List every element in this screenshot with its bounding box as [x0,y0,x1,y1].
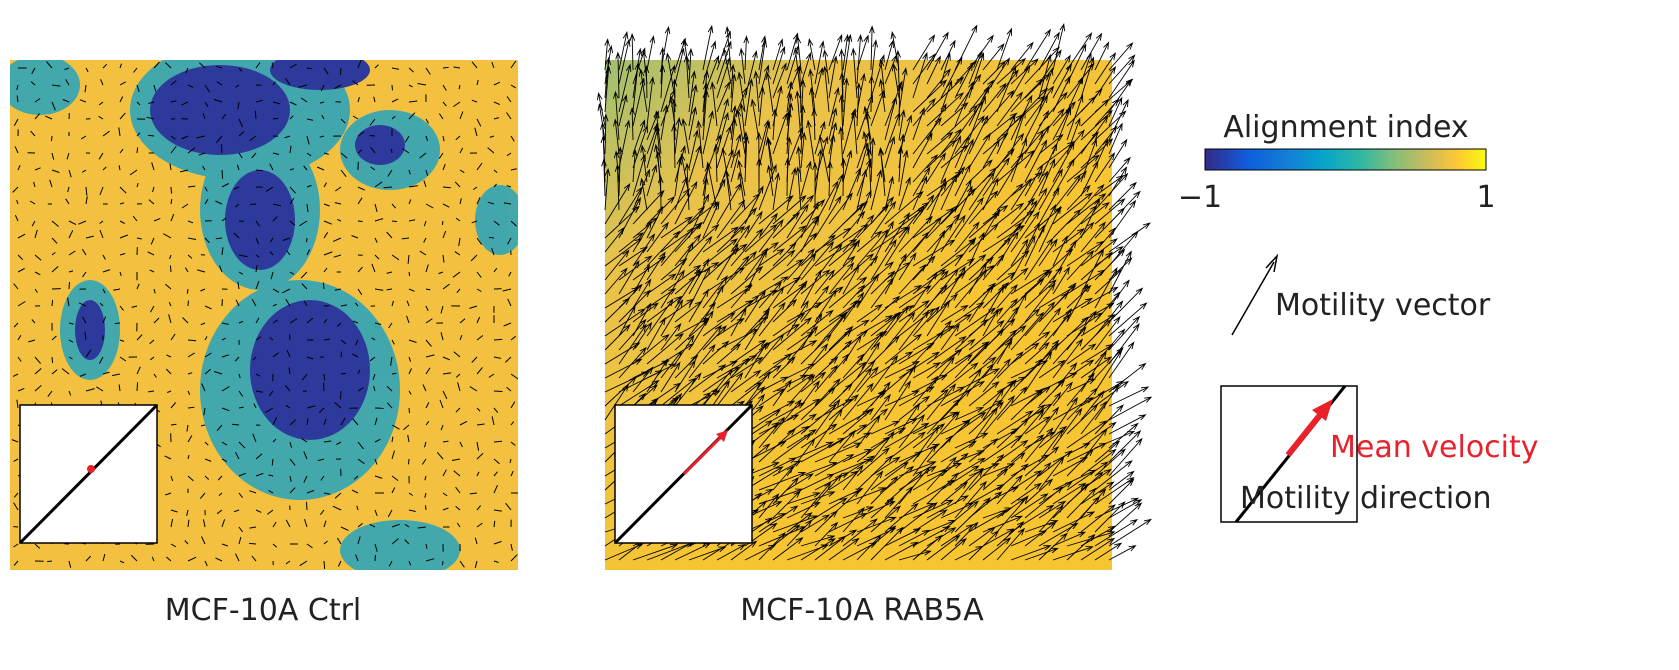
motion-arrow [391,149,392,153]
motion-arrow [307,68,312,69]
motion-arrow [69,282,70,289]
motion-arrow [273,118,278,119]
motion-arrow [409,408,410,413]
motion-arrow [115,323,120,324]
motion-arrow [426,505,427,510]
motion-arrow [392,221,397,222]
mean-velocity-label: Mean velocity [1330,430,1539,465]
motion-arrow [307,238,308,242]
motion-arrow [137,382,138,391]
motion-arrow [443,187,451,188]
motion-arrow [358,221,363,222]
motion-arrow [1109,519,1151,546]
motion-arrow [1109,80,1132,112]
vector-label: Motility vector [1275,288,1491,323]
motion-arrow [392,373,397,374]
motion-arrow [249,543,256,544]
motion-arrow [52,357,53,363]
caption: MCF-10A Ctrl [165,593,362,628]
motion-arrow [256,170,263,171]
motion-arrow [375,555,376,561]
motion-arrow [188,407,194,408]
motion-arrow [324,561,325,569]
motion-arrow [442,221,443,225]
motion-arrow [341,391,342,399]
motion-arrow [341,373,346,374]
motion-arrow [323,283,324,290]
motion-arrow [47,561,52,562]
motion-arrow [216,238,222,239]
motion-arrow [489,237,494,238]
direction-label: Motility direction [1240,481,1492,516]
motion-arrow [370,136,375,137]
motion-arrow [1109,223,1150,252]
motion-arrow [443,67,449,68]
motion-arrow [137,147,138,153]
motion-arrow [187,289,188,294]
motion-arrow [409,272,410,276]
motion-arrow [442,561,443,565]
motion-arrow [52,136,53,141]
motion-arrow [1109,387,1148,406]
motion-arrow [1109,288,1142,322]
ctrl-inset [20,405,157,543]
colorbar-title: Alignment index [1223,110,1468,145]
motion-arrow [1109,424,1138,448]
motion-arrow [171,187,172,194]
motion-arrow [494,441,502,442]
motion-arrow [222,170,223,179]
colorbar-max: 1 [1476,180,1495,215]
motion-arrow [1109,546,1136,560]
motion-arrow [1109,43,1133,70]
motion-arrow [409,459,410,464]
caption: MCF-10A RAB5A [740,593,984,628]
motion-arrow [221,144,222,153]
motion-arrow [255,111,256,119]
motion-arrow [1109,397,1151,420]
motion-arrow [341,352,342,357]
motion-arrow [307,502,308,510]
motion-arrow [494,339,502,340]
motion-arrow [1109,317,1139,350]
motion-arrow [392,85,393,90]
legend: Alignment index −1 1 Motility vector Mea… [1178,110,1539,522]
motion-arrow [1109,364,1146,392]
motion-arrow [170,266,171,273]
motion-arrow [340,68,341,75]
motion-arrow [52,300,53,306]
motion-arrow [1109,303,1147,336]
rab5a-inset [615,405,752,543]
motion-arrow [188,340,196,341]
motion-arrow [494,391,502,392]
colorbar-min: −1 [1178,180,1222,215]
motion-arrow [232,424,239,425]
figure: MCF-10A Ctrl MCF-10A RAB5A Alignment ind… [0,0,1679,670]
motion-arrow [148,135,154,136]
